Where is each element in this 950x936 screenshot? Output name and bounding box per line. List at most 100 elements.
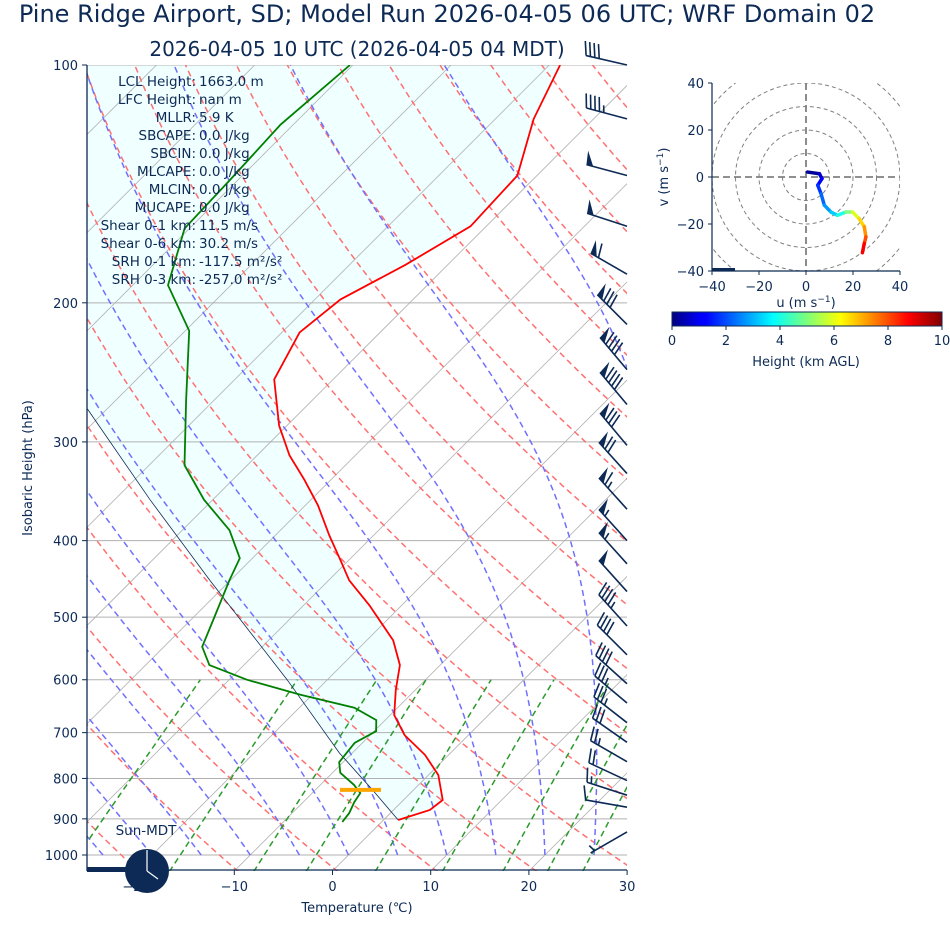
stat-value: nan m xyxy=(199,92,242,108)
dry-adiabat-line xyxy=(87,625,339,871)
mixing-ratio-line xyxy=(87,679,202,844)
stat-value: 30.2 m/s xyxy=(199,236,258,252)
dry-adiabat-line xyxy=(87,316,627,867)
y-tick-label: 800 xyxy=(53,772,78,787)
wind-barb xyxy=(598,582,628,627)
colorbar-tick-label: 4 xyxy=(776,334,784,349)
wind-barb xyxy=(595,642,628,685)
dry-adiabat-line xyxy=(541,65,627,171)
y-axis-label: Isobaric Height (hPa) xyxy=(21,400,36,536)
hodo-y-tick-label: 40 xyxy=(687,77,704,92)
colorbar-tick-label: 10 xyxy=(934,334,950,349)
wind-barb xyxy=(598,549,628,593)
hodo-x-tick-label: 20 xyxy=(845,280,862,295)
isotherm-line xyxy=(87,84,627,627)
stat-label: Shear 0-1 km: xyxy=(101,218,196,234)
isotherm-line xyxy=(87,281,627,823)
stat-label: MLCAPE: xyxy=(137,164,196,180)
wind-barb xyxy=(598,467,628,510)
stat-label: MUCAPE: xyxy=(135,200,196,216)
wind-barb xyxy=(596,612,628,656)
moist-adiabat-line xyxy=(87,71,497,856)
isotherm-line xyxy=(87,65,550,528)
colorbar-tick-label: 6 xyxy=(830,334,838,349)
y-tick-label: 600 xyxy=(53,674,78,689)
mixing-ratio-line xyxy=(441,679,555,871)
y-tick-labels: 100 200 300 400 500 600 700 800 900 1000 xyxy=(45,59,87,864)
isotherm-line xyxy=(626,870,627,871)
stat-value: 0.0 J/kg xyxy=(199,164,250,180)
stat-value: -117.5 m²/s² xyxy=(199,254,282,270)
colorbar-tick-label: 0 xyxy=(668,334,676,349)
isotherm-line xyxy=(87,65,452,430)
profile-series xyxy=(87,65,561,823)
wind-barb xyxy=(585,93,628,120)
wind-barb xyxy=(599,326,628,371)
dry-adiabat-line xyxy=(745,65,950,872)
dry-adiabat-line xyxy=(87,71,627,734)
wind-barb xyxy=(596,283,628,325)
hodo-y-tick-label: −40 xyxy=(677,265,704,280)
hodo-x-tick-label: 40 xyxy=(892,280,909,295)
moist-adiabat-line xyxy=(173,65,546,856)
dry-adiabat-line xyxy=(490,65,627,233)
x-tick-label: 0 xyxy=(328,880,336,895)
stat-label: SRH 0-3 km: xyxy=(112,272,196,288)
stat-value: 11.5 m/s xyxy=(199,218,258,234)
moist-adiabat-line xyxy=(87,776,153,856)
wind-barb xyxy=(583,785,628,809)
mixing-ratio-line xyxy=(253,679,378,871)
hodograph-segment xyxy=(819,191,827,207)
wind-barb xyxy=(586,767,628,796)
stat-value: 0.0 J/kg xyxy=(199,200,250,216)
x-tick-label: 10 xyxy=(422,880,439,895)
stat-value: 5.9 K xyxy=(199,110,235,126)
dry-adiabat-line xyxy=(694,65,950,872)
y-tick-label: 1000 xyxy=(45,849,78,864)
hodo-y-tick-label: 20 xyxy=(687,124,704,139)
wind-barb xyxy=(598,431,628,475)
dry-adiabat-line xyxy=(134,65,627,670)
isotherm-line xyxy=(87,65,255,234)
clock-icon xyxy=(125,849,169,893)
stat-value: 0.0 J/kg xyxy=(199,128,250,144)
colorbar-ticks: 0 2 4 6 8 10 xyxy=(668,326,950,349)
stat-value: 0.0 J/kg xyxy=(199,146,250,162)
clock-label: Sun-MDT xyxy=(116,823,178,839)
stat-label: SBCAPE: xyxy=(139,128,196,144)
dewpoint-line xyxy=(167,65,378,823)
wind-barb xyxy=(594,662,628,704)
y-tick-label: 100 xyxy=(53,59,78,74)
hodograph-rings xyxy=(712,83,900,271)
stat-label: MLLR: xyxy=(156,110,196,126)
dry-adiabat-line xyxy=(87,526,438,871)
x-tick-label: −10 xyxy=(221,880,248,895)
moist-adiabat-line xyxy=(87,714,202,856)
daylight-bar xyxy=(87,867,127,872)
colorbar-tick-label: 2 xyxy=(722,334,730,349)
dry-adiabat-line xyxy=(898,65,950,872)
hodo-x-label: u (m s−1) xyxy=(776,295,835,311)
x-axis-label: Temperature (℃) xyxy=(300,901,412,916)
wind-barb xyxy=(598,498,628,542)
colorbar-label: Height (km AGL) xyxy=(752,355,860,370)
stat-label: SBCIN: xyxy=(150,146,196,162)
stat-value: 0.0 J/kg xyxy=(199,182,250,198)
hodo-x-tick-label: −40 xyxy=(698,280,725,295)
mixing-ratio-line xyxy=(582,785,627,871)
temperature-line xyxy=(273,65,561,821)
y-tick-label: 700 xyxy=(53,727,78,742)
dry-adiabat-line xyxy=(337,65,627,418)
isotherm-line xyxy=(87,183,627,725)
wind-barb xyxy=(584,40,628,66)
isotherm-line xyxy=(87,65,354,332)
mixing-ratio-line xyxy=(502,679,612,871)
x-tick-label: 20 xyxy=(521,880,538,895)
hodo-x-tick-label: 0 xyxy=(802,280,810,295)
hodo-y-tick-label: 0 xyxy=(696,171,704,186)
stat-label: Shear 0-6 km: xyxy=(101,236,196,252)
hodograph-trace xyxy=(805,170,868,255)
